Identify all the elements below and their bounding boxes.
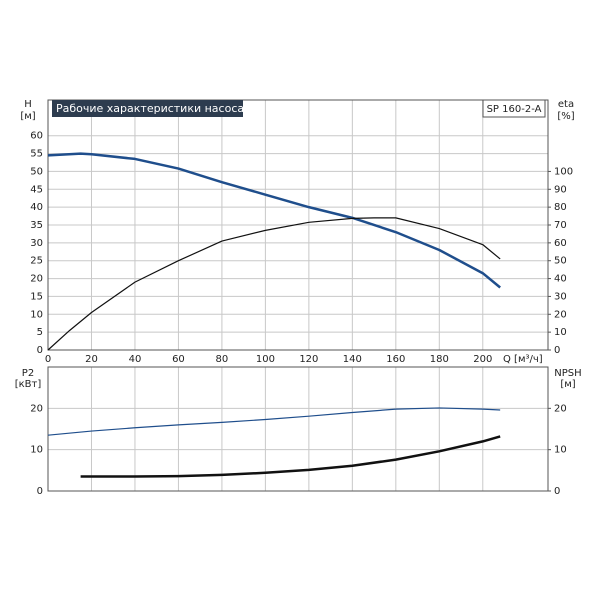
- y2-tick-label: 50: [554, 256, 567, 267]
- curve: [80, 435, 501, 478]
- curve: [47, 152, 501, 289]
- y-tick-label: 15: [30, 291, 43, 302]
- y-tick-label: 5: [37, 327, 43, 338]
- y-axis-label: H: [24, 99, 32, 110]
- y-tick-label: 55: [30, 149, 43, 160]
- y-tick-label: 30: [30, 238, 43, 249]
- y2-axis-unit: [м]: [560, 379, 575, 390]
- y2-axis-label: eta: [558, 99, 574, 110]
- y2-tick-label: 20: [554, 403, 567, 414]
- y-tick-label: 45: [30, 184, 43, 195]
- y-tick-label: 35: [30, 220, 43, 231]
- y-tick-label: 20: [30, 403, 43, 414]
- x-tick-label: 20: [85, 354, 98, 365]
- x-tick-label: 180: [430, 354, 449, 365]
- x-tick-label: 80: [216, 354, 229, 365]
- x-tick-label: 40: [129, 354, 142, 365]
- curve: [47, 217, 501, 351]
- title-box: [52, 100, 243, 117]
- x-tick-label: 200: [473, 354, 492, 365]
- x-axis-label: Q [м³/ч]: [503, 354, 543, 365]
- chart-title: Рабочие характеристики насоса: [56, 102, 244, 115]
- y2-tick-label: 40: [554, 274, 567, 285]
- y-axis-unit: [кВт]: [15, 379, 42, 390]
- y2-axis-label: NPSH: [554, 368, 581, 379]
- y-axis-unit: [м]: [20, 111, 35, 122]
- x-tick-label: 100: [256, 354, 275, 365]
- y2-tick-label: 20: [554, 309, 567, 320]
- y-tick-label: 50: [30, 166, 43, 177]
- y-tick-label: 40: [30, 202, 43, 213]
- y-tick-label: 20: [30, 274, 43, 285]
- model-box: [482, 99, 546, 118]
- y-tick-label: 10: [30, 309, 43, 320]
- y2-tick-label: 70: [554, 220, 567, 231]
- x-tick-label: 60: [172, 354, 185, 365]
- y-axis-label: P2: [22, 368, 34, 379]
- y2-tick-label: 80: [554, 202, 567, 213]
- y-tick-label: 0: [37, 345, 43, 356]
- y2-tick-label: 30: [554, 291, 567, 302]
- y2-tick-label: 0: [554, 345, 560, 356]
- x-tick-label: 140: [343, 354, 362, 365]
- y2-tick-label: 10: [554, 445, 567, 456]
- y2-tick-label: 0: [554, 486, 560, 497]
- y2-tick-label: 90: [554, 184, 567, 195]
- y2-tick-label: 100: [554, 166, 573, 177]
- y-tick-label: 60: [30, 131, 43, 142]
- x-tick-label: 120: [299, 354, 318, 365]
- y2-tick-label: 60: [554, 238, 567, 249]
- y2-tick-label: 10: [554, 327, 567, 338]
- curve: [47, 407, 501, 436]
- y-tick-label: 25: [30, 256, 43, 267]
- x-tick-label: 160: [386, 354, 405, 365]
- y-tick-label: 10: [30, 445, 43, 456]
- x-tick-label: 0: [45, 354, 51, 365]
- plot-frame: [47, 366, 549, 492]
- model-label: SP 160-2-A: [487, 104, 542, 115]
- y2-axis-unit: [%]: [557, 111, 574, 122]
- y-tick-label: 0: [37, 486, 43, 497]
